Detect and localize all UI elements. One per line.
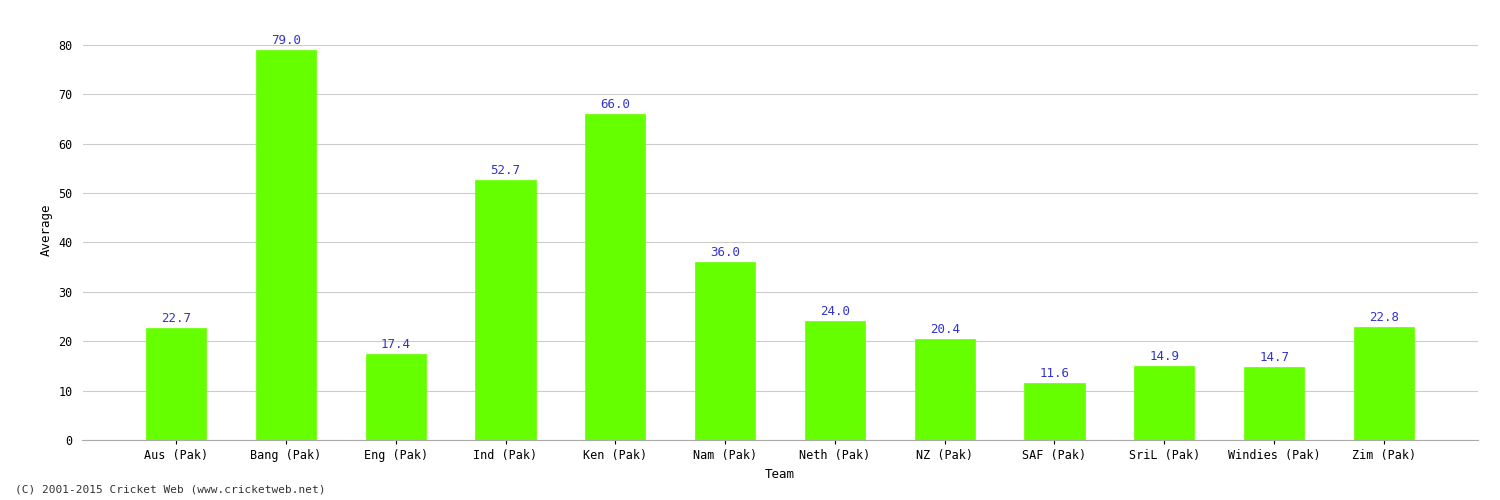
Bar: [255, 50, 316, 440]
Bar: [1353, 328, 1414, 440]
Bar: [1024, 382, 1084, 440]
Text: 14.9: 14.9: [1149, 350, 1179, 364]
Text: 11.6: 11.6: [1040, 366, 1070, 380]
X-axis label: Team: Team: [765, 468, 795, 480]
Bar: [366, 354, 426, 440]
Bar: [585, 114, 645, 440]
Bar: [146, 328, 207, 440]
Text: 52.7: 52.7: [490, 164, 520, 176]
Bar: [694, 262, 756, 440]
Text: 79.0: 79.0: [272, 34, 302, 46]
Bar: [804, 322, 865, 440]
Text: 36.0: 36.0: [710, 246, 740, 259]
Text: 66.0: 66.0: [600, 98, 630, 111]
Text: 14.7: 14.7: [1258, 352, 1288, 364]
Text: 22.8: 22.8: [1370, 312, 1400, 324]
Text: (C) 2001-2015 Cricket Web (www.cricketweb.net): (C) 2001-2015 Cricket Web (www.cricketwe…: [15, 485, 326, 495]
Y-axis label: Average: Average: [40, 204, 53, 256]
Text: 22.7: 22.7: [160, 312, 190, 325]
Bar: [915, 339, 975, 440]
Text: 20.4: 20.4: [930, 323, 960, 336]
Text: 24.0: 24.0: [821, 306, 850, 318]
Bar: [1244, 368, 1305, 440]
Text: 17.4: 17.4: [381, 338, 411, 351]
Bar: [476, 180, 536, 440]
Bar: [1134, 366, 1194, 440]
